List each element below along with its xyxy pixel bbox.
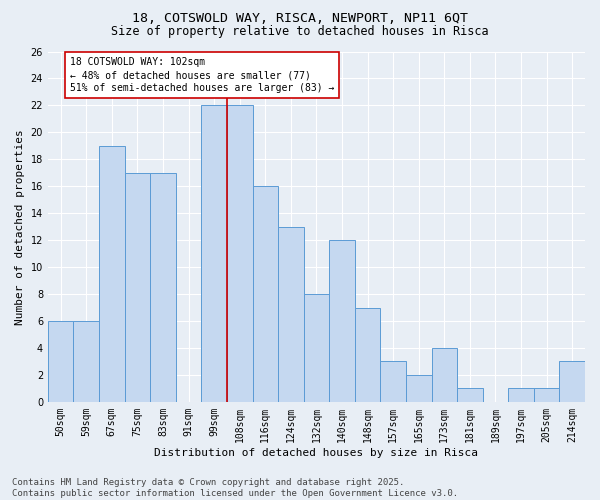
Bar	[355, 308, 380, 402]
Bar	[125, 173, 150, 402]
Bar	[150, 173, 176, 402]
Bar	[99, 146, 125, 402]
Bar	[559, 362, 585, 402]
Bar	[73, 321, 99, 402]
Bar	[253, 186, 278, 402]
Bar	[534, 388, 559, 402]
Text: 18 COTSWOLD WAY: 102sqm
← 48% of detached houses are smaller (77)
51% of semi-de: 18 COTSWOLD WAY: 102sqm ← 48% of detache…	[70, 57, 334, 94]
Y-axis label: Number of detached properties: Number of detached properties	[15, 129, 25, 324]
Bar	[380, 362, 406, 402]
Text: 18, COTSWOLD WAY, RISCA, NEWPORT, NP11 6QT: 18, COTSWOLD WAY, RISCA, NEWPORT, NP11 6…	[132, 12, 468, 26]
Bar	[508, 388, 534, 402]
Bar	[329, 240, 355, 402]
Bar	[227, 106, 253, 402]
X-axis label: Distribution of detached houses by size in Risca: Distribution of detached houses by size …	[154, 448, 478, 458]
Bar	[48, 321, 73, 402]
Bar	[406, 375, 431, 402]
Text: Contains HM Land Registry data © Crown copyright and database right 2025.
Contai: Contains HM Land Registry data © Crown c…	[12, 478, 458, 498]
Bar	[304, 294, 329, 402]
Text: Size of property relative to detached houses in Risca: Size of property relative to detached ho…	[111, 25, 489, 38]
Bar	[457, 388, 482, 402]
Bar	[278, 226, 304, 402]
Bar	[202, 106, 227, 402]
Bar	[431, 348, 457, 402]
